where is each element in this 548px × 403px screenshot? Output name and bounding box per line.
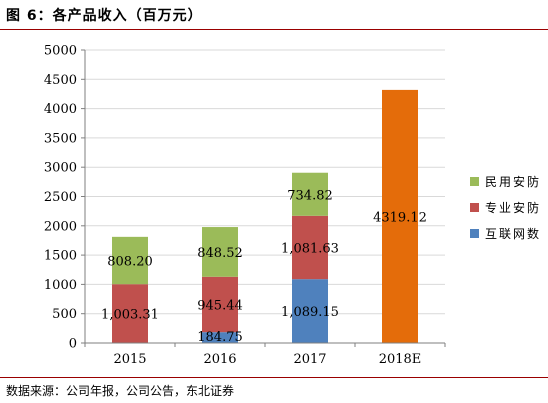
data-label: 184.75 [197, 330, 243, 345]
data-label: 945.44 [197, 298, 243, 313]
bar-segment [112, 284, 148, 343]
x-tick-label: 2018E [379, 352, 422, 367]
bar-segment [112, 236, 148, 285]
y-tick-label: 4500 [44, 73, 77, 88]
data-label: 1,081.63 [281, 241, 339, 256]
y-tick-label: 5000 [44, 44, 77, 59]
legend-swatch [470, 229, 479, 238]
y-tick-label: 2000 [44, 219, 77, 234]
data-label: 808.20 [107, 255, 153, 270]
bar-segment [292, 279, 328, 343]
data-label: 1,089.15 [281, 305, 339, 320]
x-tick-label: 2015 [113, 352, 146, 367]
legend-label: 专业安防 [485, 200, 541, 215]
bar-segment [292, 172, 328, 216]
data-label: 734.82 [287, 188, 333, 203]
bar-total [382, 89, 418, 343]
x-tick-label: 2016 [203, 352, 236, 367]
x-tick-label: 2017 [293, 352, 326, 367]
y-tick-label: 2500 [44, 190, 77, 205]
y-tick-label: 0 [69, 337, 77, 352]
y-tick-label: 500 [52, 307, 77, 322]
legend-label: 民用安防 [485, 174, 541, 189]
y-tick-label: 3000 [44, 161, 77, 176]
legend-label: 互联网数 [485, 226, 541, 241]
bar-segment [292, 215, 328, 280]
y-tick-label: 1500 [44, 249, 77, 264]
title-rule [0, 29, 548, 30]
y-tick-label: 3500 [44, 131, 77, 146]
data-label: 848.52 [197, 246, 243, 261]
legend-swatch [470, 177, 479, 186]
bar-segment [202, 332, 238, 343]
data-label: 4319.12 [373, 210, 427, 225]
data-label: 1,003.31 [101, 308, 159, 323]
legend-swatch [470, 203, 479, 212]
figure-title: 图 6：各产品收入（百万元） [6, 8, 203, 24]
y-tick-label: 1000 [44, 278, 77, 293]
bar-segment [202, 276, 238, 333]
bar-segment [202, 227, 238, 277]
source-note: 数据来源：公司年报，公司公告，东北证券 [6, 384, 235, 398]
source-rule [0, 377, 548, 378]
y-tick-label: 4000 [44, 102, 77, 117]
stacked-bar-chart: 0 500 1000 1500 2000 2500 3000 3500 4000 4500 5000… [44, 44, 541, 368]
